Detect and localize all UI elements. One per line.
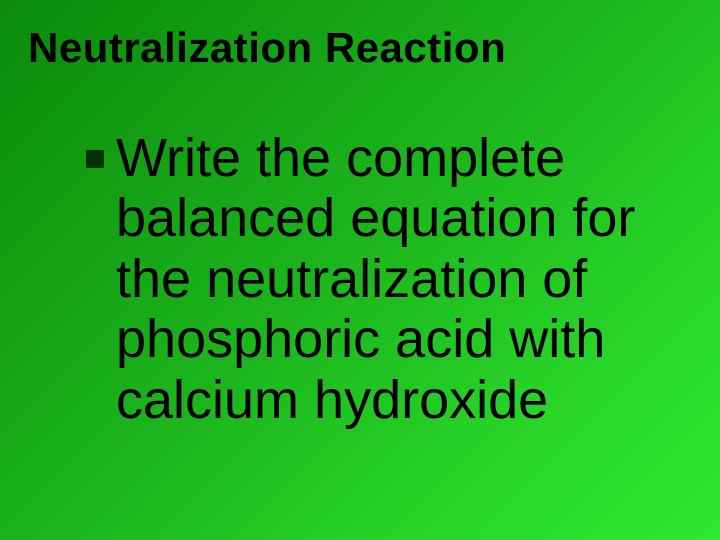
- square-bullet-icon: [86, 150, 104, 168]
- slide-title: Neutralization Reaction: [28, 24, 506, 72]
- body-area: Write the complete balanced equation for…: [86, 128, 664, 430]
- body-text: Write the complete balanced equation for…: [116, 128, 664, 430]
- bullet-item: Write the complete balanced equation for…: [86, 128, 664, 430]
- slide-container: Neutralization Reaction Write the comple…: [0, 0, 720, 540]
